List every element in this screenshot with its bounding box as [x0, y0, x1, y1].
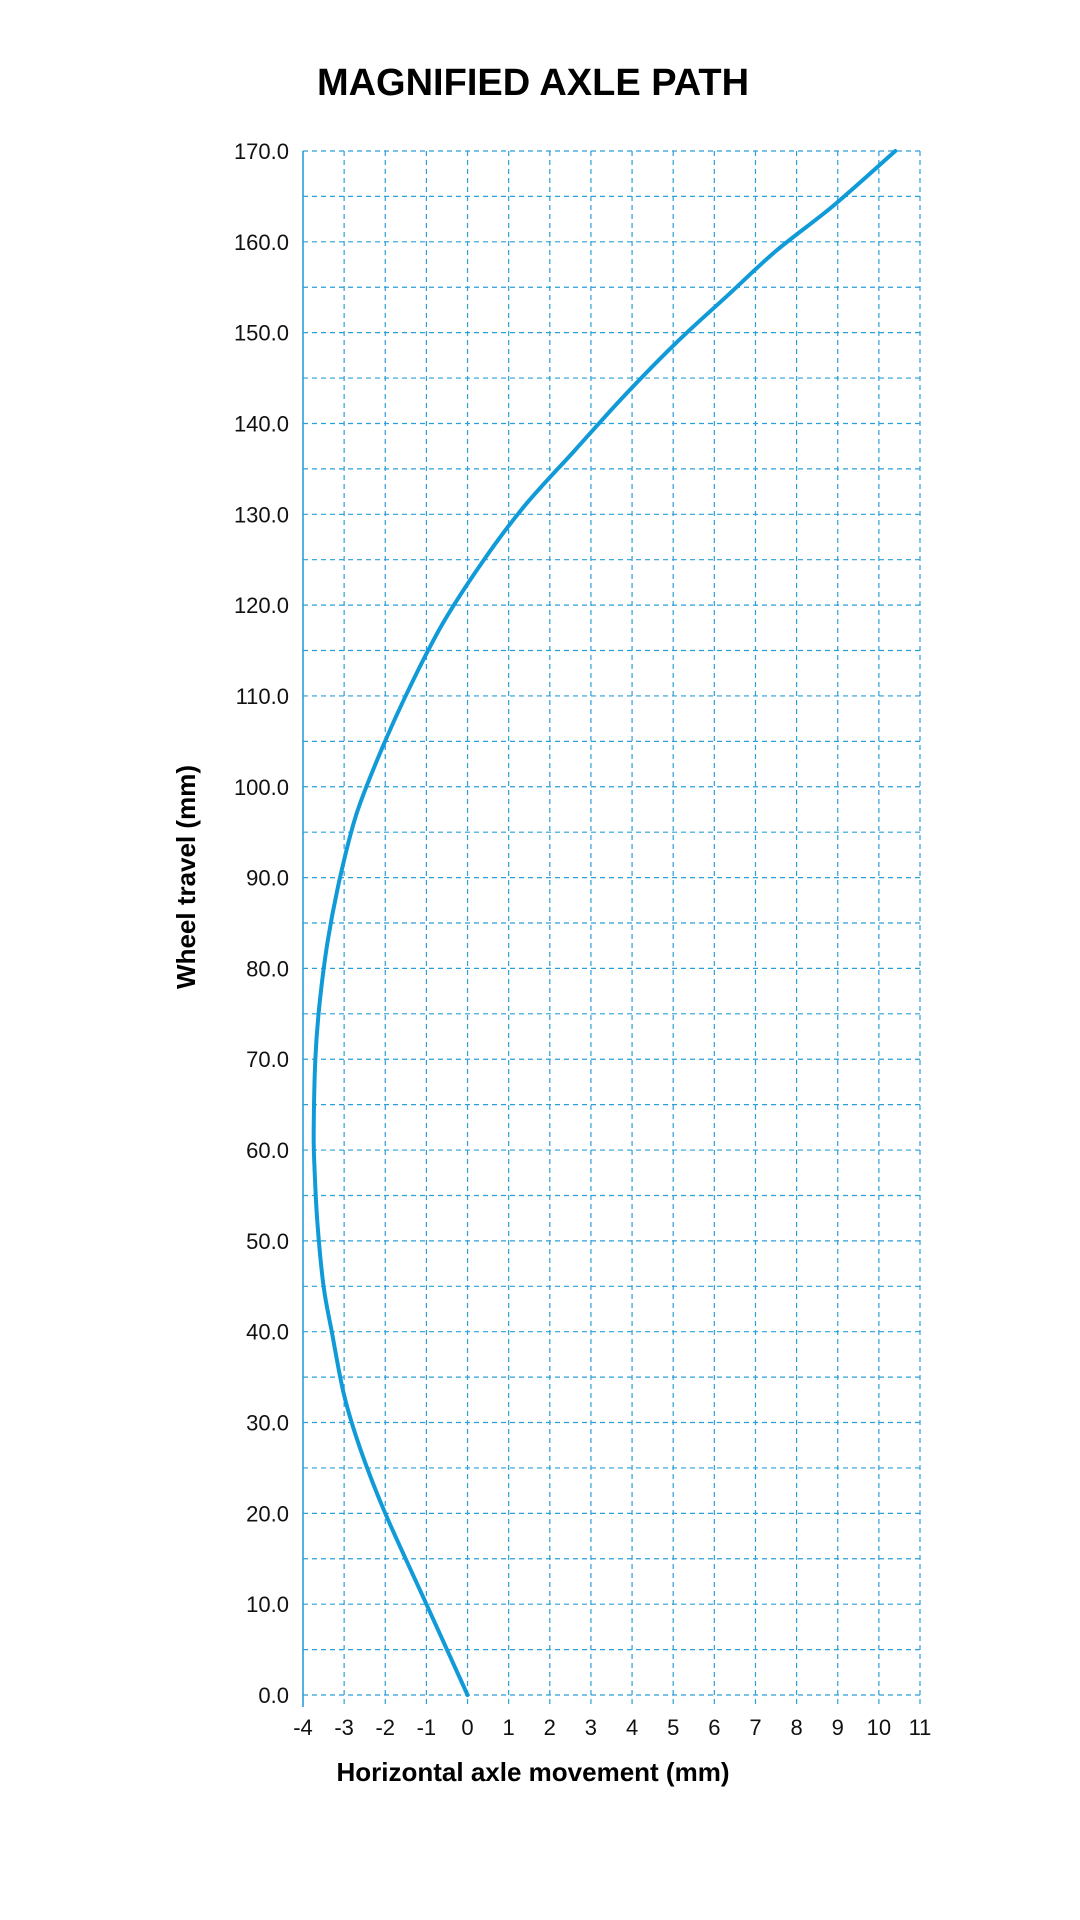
y-tick-label: 10.0 — [246, 1592, 289, 1617]
x-tick-label: 6 — [708, 1715, 720, 1740]
y-tick-label: 50.0 — [246, 1229, 289, 1254]
x-tick-label: -3 — [334, 1715, 354, 1740]
y-tick-label: 110.0 — [236, 684, 289, 709]
tick-label-layer: 0.0 10.0 20.0 30.0 40.0 50.0 60.0 70.0 80.0 90.0 1… — [234, 139, 931, 1740]
y-tick-label: 140.0 — [234, 411, 289, 436]
x-tick-label: 2 — [544, 1715, 556, 1740]
y-tick-label: 30.0 — [246, 1411, 289, 1436]
y-tick-label: 40.0 — [246, 1320, 289, 1345]
y-tick-label: 80.0 — [246, 956, 289, 981]
x-tick-label: 3 — [585, 1715, 597, 1740]
x-tick-label: 9 — [832, 1715, 844, 1740]
y-tick-label: 70.0 — [246, 1047, 289, 1072]
y-tick-label: 100.0 — [234, 775, 289, 800]
grid-layer — [303, 150, 921, 1707]
x-tick-label: 0 — [461, 1715, 473, 1740]
y-tick-label: 130.0 — [234, 502, 289, 527]
y-tick-label: 90.0 — [246, 866, 289, 891]
x-tick-label: 1 — [503, 1715, 515, 1740]
y-axis-label: Wheel travel (mm) — [171, 765, 201, 989]
y-tick-label: 160.0 — [234, 230, 289, 255]
x-tick-label: 5 — [667, 1715, 679, 1740]
x-tick-label: 10 — [867, 1715, 891, 1740]
x-tick-label: -4 — [293, 1715, 313, 1740]
x-tick-label: -2 — [375, 1715, 395, 1740]
y-tick-label: 170.0 — [234, 139, 289, 164]
chart-title: MAGNIFIED AXLE PATH — [317, 62, 749, 104]
series-layer — [311, 149, 898, 1697]
x-tick-label: 4 — [626, 1715, 638, 1740]
axle-path-series-line — [311, 149, 898, 1697]
x-tick-label: 7 — [749, 1715, 761, 1740]
y-tick-label: 20.0 — [246, 1501, 289, 1526]
y-tick-label: 60.0 — [246, 1138, 289, 1163]
y-tick-label: 0.0 — [258, 1683, 289, 1708]
x-axis-label: Horizontal axle movement (mm) — [337, 1757, 730, 1787]
x-tick-label: 8 — [790, 1715, 802, 1740]
y-tick-label: 150.0 — [234, 321, 289, 346]
x-tick-label: -1 — [417, 1715, 437, 1740]
y-tick-label: 120.0 — [234, 593, 289, 618]
x-tick-label: 11 — [909, 1715, 932, 1740]
